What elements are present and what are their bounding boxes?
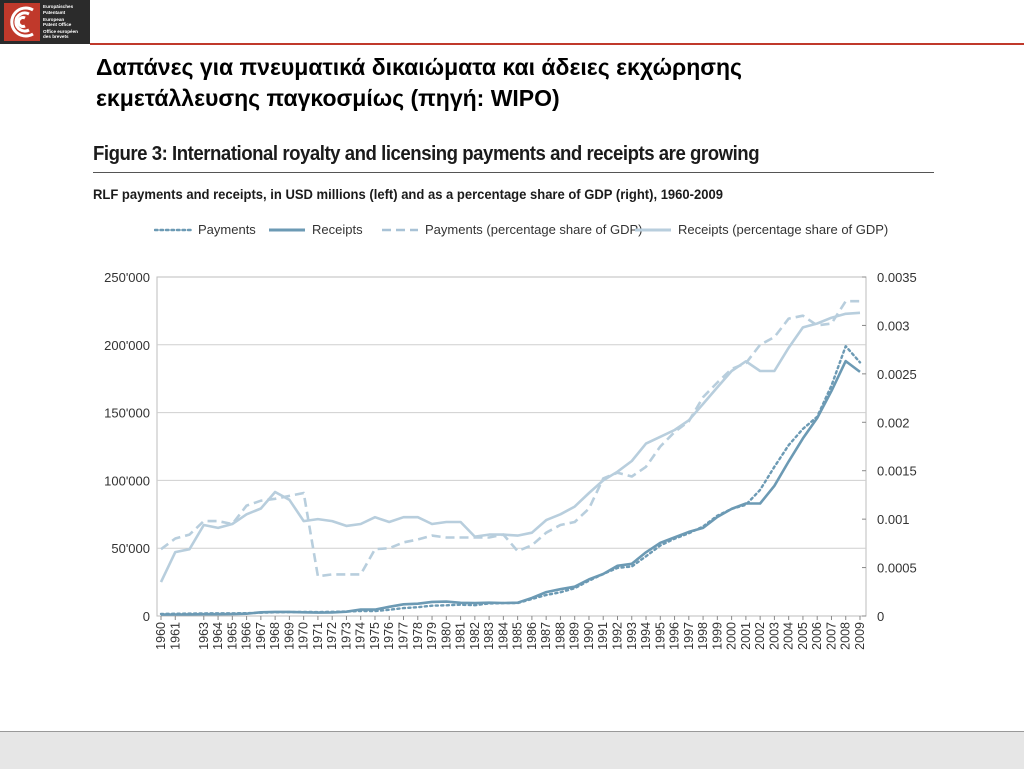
x-tick-label: 2000 <box>725 622 739 650</box>
x-tick-label: 1990 <box>582 622 596 650</box>
x-tick-label: 2001 <box>739 622 753 650</box>
chart-figure <box>84 132 944 680</box>
x-tick-label: 1977 <box>397 622 411 650</box>
logo-text-line: des brevets <box>43 34 69 40</box>
x-tick-label: 1973 <box>339 622 353 650</box>
plot-area-frame <box>156 276 867 617</box>
x-tick-label: 2002 <box>753 622 767 650</box>
x-tick-label: 1961 <box>168 622 182 650</box>
epo-logo: Europäisches Patentamt European Patent O… <box>0 0 90 44</box>
x-tick-label: 1981 <box>454 622 468 650</box>
x-tick-label: 1998 <box>696 622 710 650</box>
x-tick-label: 1988 <box>553 622 567 650</box>
legend-label: Payments (percentage share of GDP) <box>425 222 643 237</box>
slide-title: Δαπάνες για πνευματικά δικαιώματα και άδ… <box>96 52 996 114</box>
logo-text-line: Europäisches <box>43 4 74 10</box>
x-tick-label: 1983 <box>482 622 496 650</box>
x-tick-label: 1970 <box>297 622 311 650</box>
y-left-tick-label: 200'000 <box>104 338 150 353</box>
slide-title-line-1: Δαπάνες για πνευματικά δικαιώματα και άδ… <box>96 54 743 80</box>
x-tick-label: 1963 <box>197 622 211 650</box>
y-right-tick-label: 0.0035 <box>877 270 917 285</box>
x-tick-label: 1974 <box>354 622 368 650</box>
y-left-tick-label: 150'000 <box>104 406 150 421</box>
x-tick-label: 1987 <box>539 622 553 650</box>
y-right-tick-label: 0.0025 <box>877 367 917 382</box>
series-line-3 <box>159 311 861 583</box>
y-left-tick-label: 250'000 <box>104 270 150 285</box>
x-tick-label: 1967 <box>254 622 268 650</box>
x-tick-label: 1986 <box>525 622 539 650</box>
x-tick-label: 1966 <box>240 622 254 650</box>
logo-text-line: Patentamt <box>43 9 66 15</box>
x-tick-label: 1968 <box>268 622 282 650</box>
header-divider <box>90 43 1024 45</box>
x-tick-label: 1964 <box>211 622 225 650</box>
epo-logo-icon <box>4 3 40 41</box>
y-right-tick-label: 0.002 <box>877 415 910 430</box>
x-tick-label: 2009 <box>853 622 867 650</box>
chart-subtitle: RLF payments and receipts, in USD millio… <box>93 186 723 202</box>
x-tick-label: 2005 <box>796 622 810 650</box>
legend-item-payments: Payments <box>154 222 256 237</box>
logo-text-block: Europäisches Patentamt European Patent O… <box>43 4 78 39</box>
x-tick-label: 1971 <box>311 622 325 650</box>
series-line-1 <box>160 359 861 616</box>
x-tick-label: 1985 <box>511 622 525 650</box>
bottom-bar <box>0 731 1024 769</box>
x-tick-label: 1992 <box>610 622 624 650</box>
legend-item-payments-gdp: Payments (percentage share of GDP) <box>381 222 643 237</box>
x-tick-label: 1978 <box>411 622 425 650</box>
x-tick-label: 1960 <box>154 622 168 650</box>
logo-text-line: Office européen <box>43 28 78 34</box>
x-tick-label: 1994 <box>639 622 653 650</box>
x-tick-label: 1979 <box>425 622 439 650</box>
y-left-tick-label: 100'000 <box>104 473 150 488</box>
y-left-tick-label: 50'000 <box>111 541 150 556</box>
x-tick-label: 2003 <box>767 622 781 650</box>
x-tick-label: 1991 <box>596 622 610 650</box>
legend-item-receipts-gdp: Receipts (percentage share of GDP) <box>634 222 888 237</box>
legend-item-receipts: Receipts <box>268 222 363 237</box>
x-tick-label: 1984 <box>496 622 510 650</box>
y-right-tick-label: 0.0005 <box>877 561 917 576</box>
y-right-tick-label: 0.001 <box>877 512 910 527</box>
x-tick-label: 1999 <box>710 622 724 650</box>
slide-title-line-2: εκμετάλλευσης παγκοσμίως (πηγή: WIPO) <box>96 85 560 111</box>
x-tick-label: 1965 <box>225 622 239 650</box>
logo-text-line: European <box>43 16 65 22</box>
x-tick-label: 1976 <box>382 622 396 650</box>
x-tick-label: 1969 <box>282 622 296 650</box>
x-tick-label: 1996 <box>668 622 682 650</box>
x-tick-label: 1972 <box>325 622 339 650</box>
logo-text-line: Patent Office <box>43 22 72 27</box>
x-tick-label: 1995 <box>653 622 667 650</box>
x-tick-label: 1975 <box>368 622 382 650</box>
x-tick-label: 2007 <box>824 622 838 650</box>
x-tick-label: 2006 <box>810 622 824 650</box>
x-tick-label: 2008 <box>839 622 853 650</box>
y-left-tick-label: 0 <box>143 609 150 624</box>
x-tick-label: 2004 <box>782 622 796 650</box>
legend-label: Receipts (percentage share of GDP) <box>678 222 889 237</box>
legend-label: Payments <box>198 222 256 237</box>
x-tick-label: 1989 <box>568 622 582 650</box>
y-right-tick-label: 0 <box>877 609 884 624</box>
chart-title: Figure 3: International royalty and lice… <box>93 143 760 165</box>
x-tick-label: 1982 <box>468 622 482 650</box>
x-tick-label: 1993 <box>625 622 639 650</box>
x-tick-label: 1997 <box>682 622 696 650</box>
y-right-tick-label: 0.0015 <box>877 464 917 479</box>
x-tick-label: 1980 <box>439 622 453 650</box>
chart-title-rule <box>93 172 934 173</box>
legend-label: Receipts <box>312 222 363 237</box>
y-right-tick-label: 0.003 <box>877 318 910 333</box>
